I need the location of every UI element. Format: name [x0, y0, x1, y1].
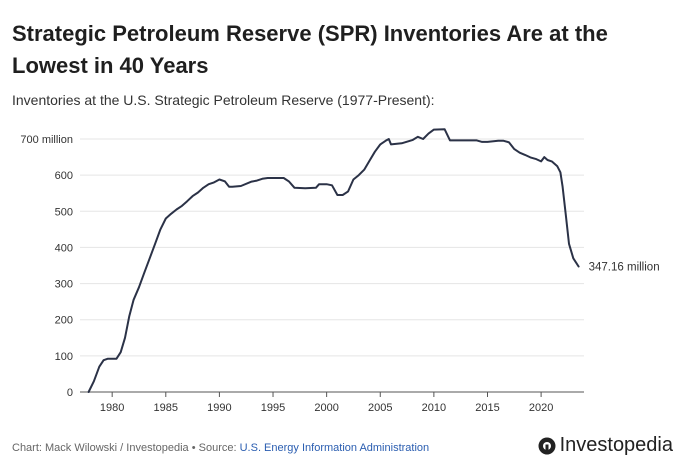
footer-credit: Chart: Mack Wilowski / Investopedia • So…: [12, 442, 240, 454]
end-value-annotation: 347.16 million: [589, 262, 660, 274]
y-tick-label: 200: [55, 315, 73, 327]
chart-footer: Chart: Mack Wilowski / Investopedia • So…: [12, 442, 429, 454]
y-tick-label: 700 million: [20, 134, 73, 146]
x-tick-label: 2005: [368, 402, 392, 414]
gridlines: [80, 138, 584, 357]
x-tick-label: 2020: [529, 402, 553, 414]
y-tick-label: 400: [55, 242, 73, 254]
x-tick-label: 1985: [154, 402, 178, 414]
y-tick-label: 100: [55, 351, 73, 363]
brand-name: Investopedia: [559, 434, 673, 456]
chart-title: Strategic Petroleum Reserve (SPR) Invent…: [12, 21, 608, 78]
investopedia-logo-icon: [538, 437, 556, 454]
y-axis-tick-labels: 0 100 200 300 400 500 600 700 million: [20, 134, 73, 399]
y-tick-label: 500: [55, 206, 73, 218]
x-tick-label: 2015: [475, 402, 499, 414]
chart-subtitle: Inventories at the U.S. Strategic Petrol…: [12, 92, 435, 108]
x-axis-ticks: 1980 1985 1990 1995 2000 2005 2010 2015 2020: [100, 392, 553, 414]
y-tick-label: 600: [55, 170, 73, 182]
x-tick-label: 2000: [314, 402, 338, 414]
y-tick-label: 0: [67, 387, 73, 399]
x-tick-label: 2010: [422, 402, 446, 414]
x-tick-label: 1990: [207, 402, 231, 414]
series-line-spr-inventory: [87, 128, 580, 393]
source-link[interactable]: U.S. Energy Information Administration: [239, 442, 430, 454]
y-tick-label: 300: [55, 279, 73, 291]
x-tick-label: 1995: [261, 402, 285, 414]
investopedia-logo[interactable]: Investopedia: [537, 434, 673, 457]
x-tick-label: 1980: [100, 402, 124, 414]
